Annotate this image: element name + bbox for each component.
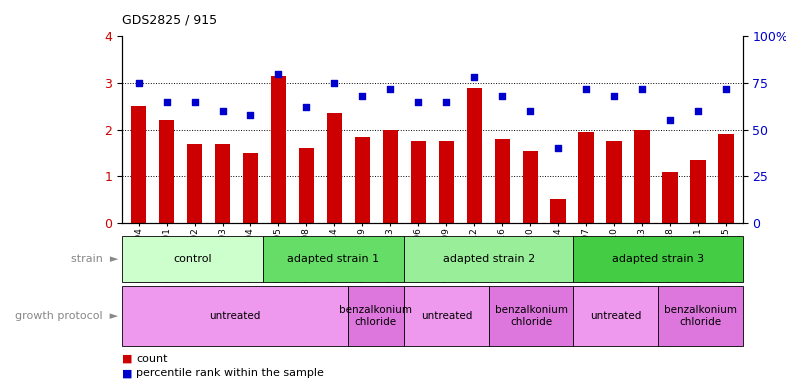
Point — [496, 93, 509, 99]
Point — [440, 99, 453, 105]
Point — [384, 86, 397, 92]
Point — [663, 117, 676, 123]
Text: untreated: untreated — [209, 311, 260, 321]
Point — [692, 108, 704, 114]
Text: benzalkonium
chloride: benzalkonium chloride — [340, 305, 413, 327]
Bar — [658, 286, 743, 346]
Point — [468, 74, 480, 81]
Bar — [634, 130, 650, 223]
Bar — [404, 286, 489, 346]
Bar — [215, 144, 230, 223]
Bar — [243, 153, 258, 223]
Bar — [439, 141, 454, 223]
Point — [636, 86, 648, 92]
Point — [272, 71, 285, 77]
Point — [328, 80, 340, 86]
Bar — [327, 113, 342, 223]
Bar — [354, 137, 370, 223]
Point — [216, 108, 229, 114]
Bar — [718, 134, 733, 223]
Bar — [663, 172, 678, 223]
Text: untreated: untreated — [590, 311, 641, 321]
Bar — [159, 120, 174, 223]
Text: benzalkonium
chloride: benzalkonium chloride — [494, 305, 567, 327]
Text: adapted strain 3: adapted strain 3 — [612, 254, 704, 264]
Bar — [122, 236, 263, 282]
Bar — [347, 286, 404, 346]
Bar — [489, 286, 574, 346]
Bar — [574, 286, 658, 346]
Text: ■: ■ — [122, 354, 132, 364]
Bar — [523, 151, 538, 223]
Bar — [607, 141, 622, 223]
Text: adapted strain 1: adapted strain 1 — [288, 254, 380, 264]
Point — [356, 93, 369, 99]
Bar — [690, 160, 706, 223]
Text: adapted strain 2: adapted strain 2 — [443, 254, 535, 264]
Text: benzalkonium
chloride: benzalkonium chloride — [664, 305, 737, 327]
Text: ■: ■ — [122, 368, 132, 378]
Text: percentile rank within the sample: percentile rank within the sample — [136, 368, 324, 378]
Point — [580, 86, 593, 92]
Bar — [410, 141, 426, 223]
Point — [300, 104, 313, 110]
Point — [412, 99, 424, 105]
Text: untreated: untreated — [421, 311, 472, 321]
Point — [524, 108, 537, 114]
Point — [720, 86, 733, 92]
Point — [552, 145, 564, 151]
Bar — [187, 144, 202, 223]
Bar — [131, 106, 146, 223]
Bar — [404, 236, 574, 282]
Text: control: control — [173, 254, 211, 264]
Text: GDS2825 / 915: GDS2825 / 915 — [122, 14, 217, 27]
Point — [189, 99, 201, 105]
Bar — [494, 139, 510, 223]
Text: strain  ►: strain ► — [71, 254, 118, 264]
Point — [132, 80, 145, 86]
Bar — [270, 76, 286, 223]
Bar — [383, 130, 398, 223]
Bar — [574, 236, 743, 282]
Text: count: count — [136, 354, 167, 364]
Point — [608, 93, 620, 99]
Point — [244, 112, 257, 118]
Bar — [263, 236, 404, 282]
Bar — [467, 88, 482, 223]
Bar — [578, 132, 594, 223]
Bar — [550, 199, 566, 223]
Bar — [299, 148, 314, 223]
Bar — [122, 286, 347, 346]
Point — [160, 99, 173, 105]
Text: growth protocol  ►: growth protocol ► — [15, 311, 118, 321]
